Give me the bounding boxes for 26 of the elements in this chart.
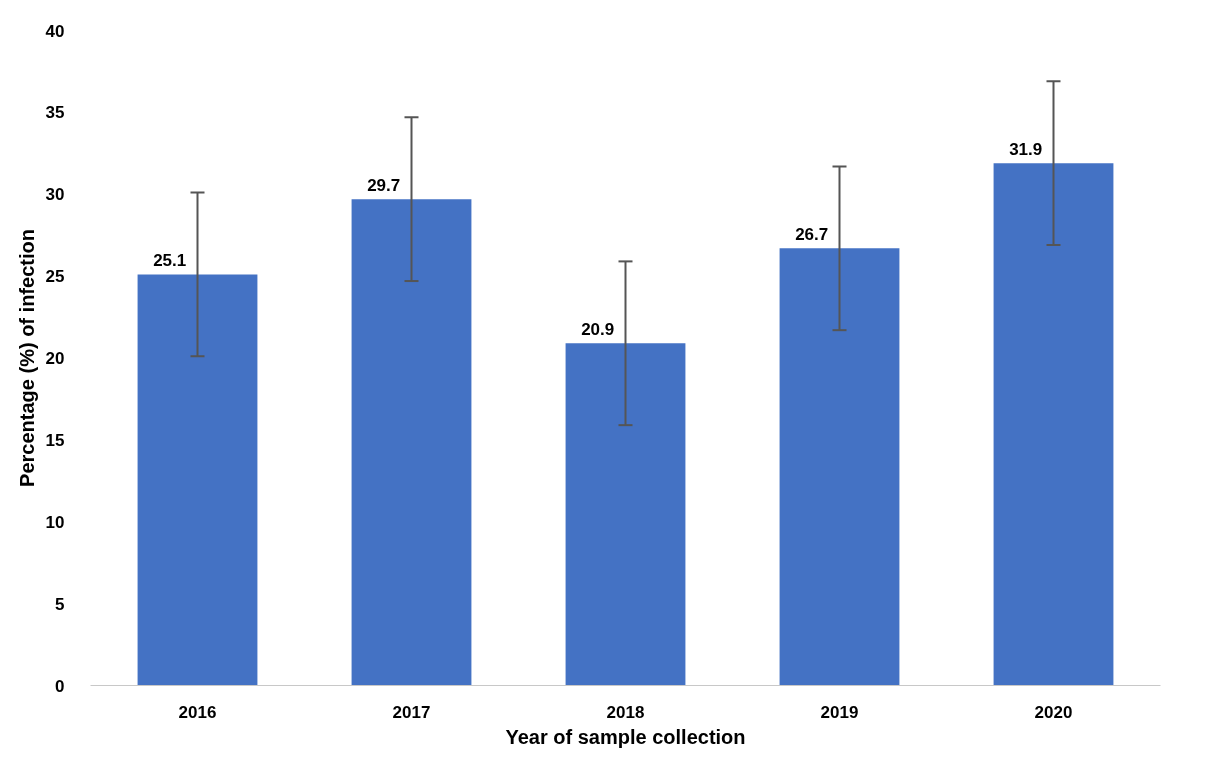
y-tick-label: 40 xyxy=(45,21,65,41)
bar xyxy=(993,163,1114,686)
y-tick-label: 30 xyxy=(45,185,65,205)
y-tick-label: 0 xyxy=(55,676,65,696)
bar xyxy=(351,199,472,686)
data-label: 31.9 xyxy=(1009,140,1043,160)
x-axis-title: Year of sample collection xyxy=(505,725,746,748)
x-tick-label: 2019 xyxy=(820,702,859,722)
bar xyxy=(137,274,258,686)
x-tick-label: 2018 xyxy=(606,702,645,722)
x-tick-label: 2020 xyxy=(1034,702,1073,722)
y-tick-label: 25 xyxy=(45,267,65,287)
data-label: 25.1 xyxy=(153,251,187,271)
data-label: 20.9 xyxy=(581,320,615,340)
x-tick-label: 2017 xyxy=(392,702,431,722)
bar xyxy=(779,248,900,686)
y-tick-label: 10 xyxy=(45,512,65,532)
x-tick-label: 2016 xyxy=(178,702,217,722)
data-label: 26.7 xyxy=(795,225,829,245)
data-label: 29.7 xyxy=(367,176,401,196)
y-tick-label: 5 xyxy=(55,594,65,614)
y-tick-label: 20 xyxy=(45,349,65,368)
y-tick-label: 15 xyxy=(45,430,65,450)
y-tick-label: 35 xyxy=(45,103,65,123)
y-axis-title: Percentage (%) of infection xyxy=(15,229,38,487)
bar xyxy=(565,343,686,686)
